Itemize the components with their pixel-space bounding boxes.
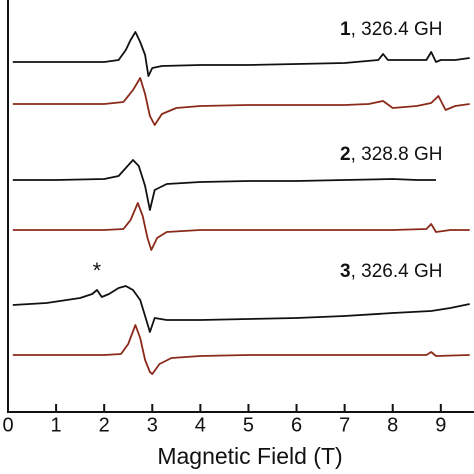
trace-frequency: , 326.4 GH — [351, 19, 443, 40]
spectrum-line — [12, 285, 470, 333]
trace-frequency: , 326.4 GH — [351, 261, 443, 282]
x-tick-label: 6 — [291, 414, 302, 436]
asterisk-marker: * — [93, 258, 102, 283]
trace-label: 3, 326.4 GH — [340, 261, 442, 282]
trace-label: 1, 326.4 GH — [340, 19, 442, 40]
x-tick-label: 4 — [195, 414, 206, 436]
x-tick-label: 5 — [243, 414, 254, 436]
spectrum-line — [12, 324, 470, 375]
x-tick-label: 3 — [147, 414, 158, 436]
x-tick-label: 9 — [435, 414, 446, 436]
spectrum-line — [12, 202, 470, 251]
trace-frequency: , 328.8 GH — [351, 144, 443, 165]
x-axis-title: Magnetic Field (T) — [157, 443, 342, 469]
spectrum-line — [12, 77, 470, 126]
x-tick-label: 8 — [387, 414, 398, 436]
trace-number: 3 — [340, 261, 351, 282]
x-tick-label: 0 — [2, 414, 13, 436]
x-tick-label: 1 — [51, 414, 62, 436]
trace-number: 2 — [340, 144, 351, 165]
trace-label: 2, 328.8 GH — [340, 144, 442, 165]
spectrum-line — [12, 31, 470, 77]
trace-number: 1 — [340, 19, 351, 40]
spectrum-line — [12, 159, 436, 211]
x-tick-label: 7 — [339, 414, 350, 436]
x-tick-label: 2 — [99, 414, 110, 436]
